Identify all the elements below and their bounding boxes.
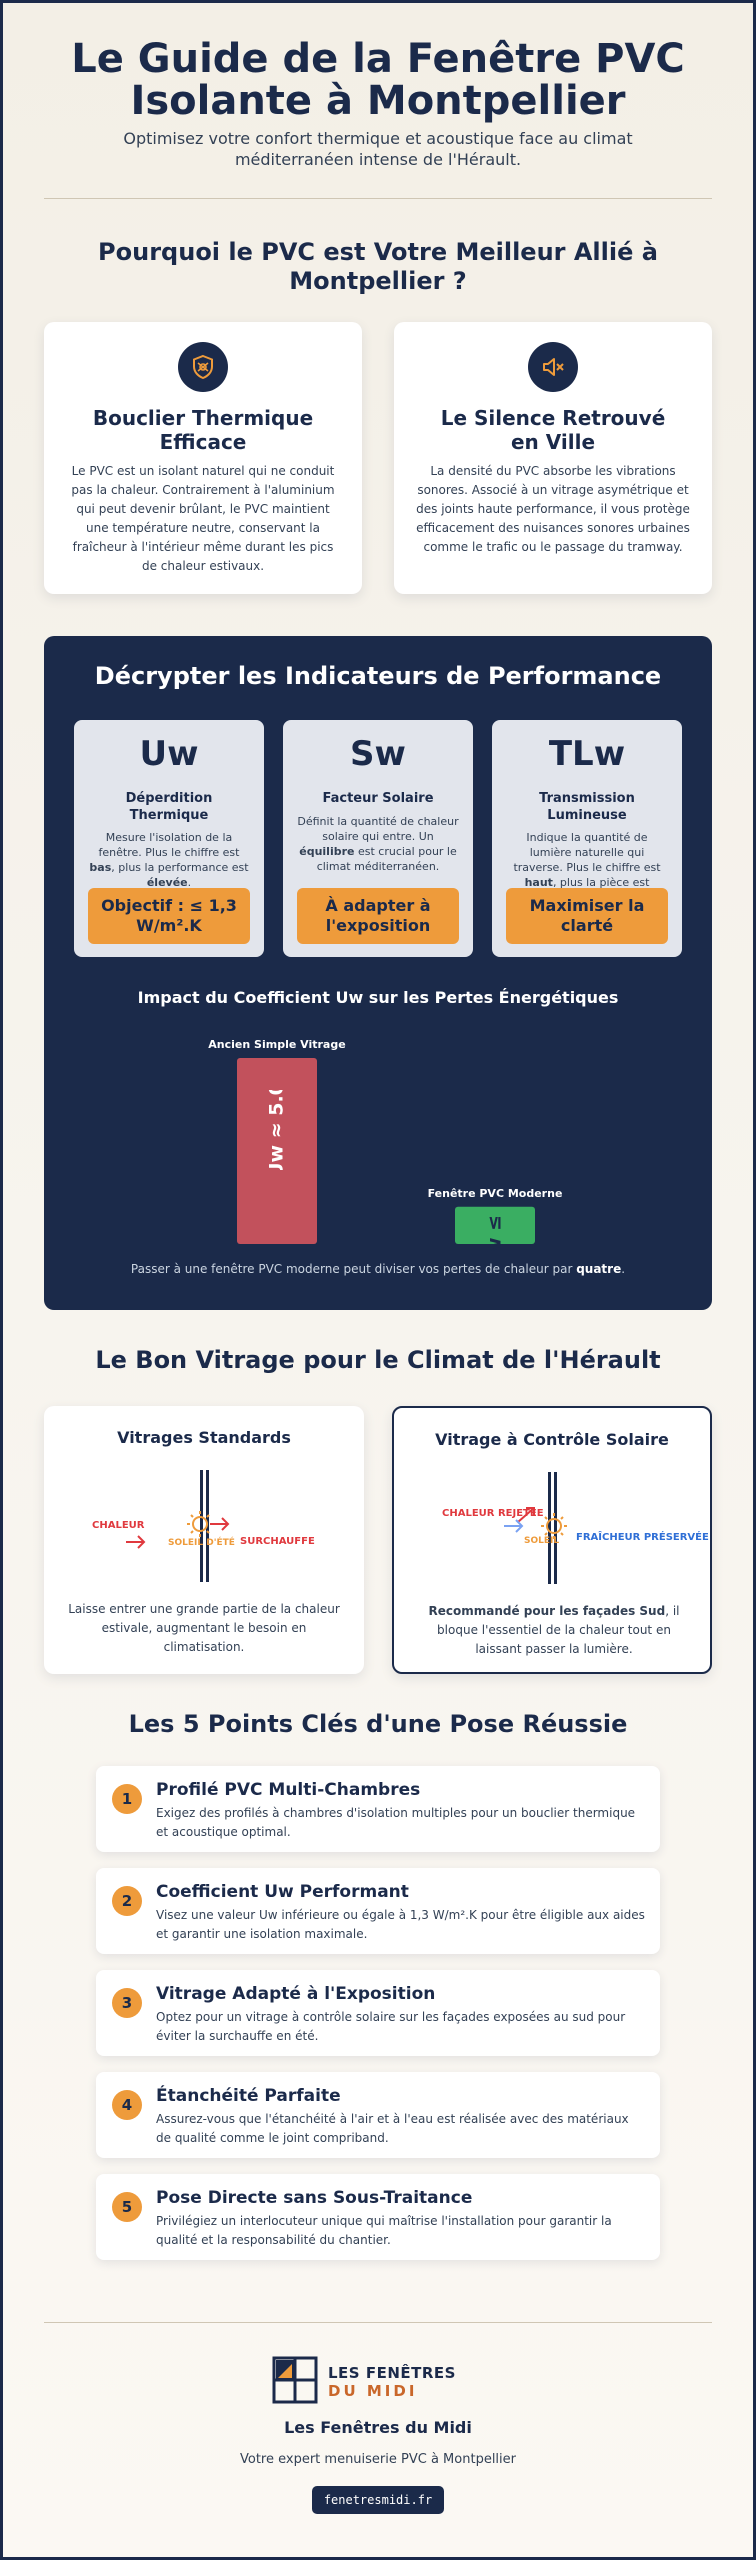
sw-name: Facteur Solaire	[322, 791, 434, 806]
acoustic-card: Le Silence Retrouvé en Ville La densité …	[394, 322, 712, 594]
heat-arrow-icon	[126, 1535, 146, 1549]
chart-category-label: Fenêtre PVC Moderne	[428, 1187, 563, 1200]
thermal-card: Bouclier Thermique Efficace Le PVC est u…	[44, 322, 362, 594]
uw-target-badge: Objectif : ≤ 1,3 W/m².K	[88, 888, 250, 944]
heat-label: CHALEUR	[92, 1520, 145, 1531]
performance-panel: Décrypter les Indicateurs de Performance…	[44, 636, 712, 1310]
sun-label: SOLEIL	[524, 1536, 560, 1546]
point-title: Étanchéité Parfaite	[156, 2086, 341, 2106]
company-name: Les Fenêtres du Midi	[284, 2418, 472, 2437]
sw-target-badge: À adapter à l'exposition	[297, 888, 459, 944]
standard-glazing-diagram	[126, 1470, 230, 1582]
point-card: 3 Vitrage Adapté à l'Exposition Optez po…	[96, 1970, 660, 2056]
point-card: 5 Pose Directe sans Sous-Traitance Privi…	[96, 2174, 660, 2260]
sun-icon	[187, 1511, 213, 1537]
tlw-target-badge: Maximiser la clarté	[506, 888, 668, 944]
point-text: Optez pour un vitrage à contrôle solaire…	[156, 2010, 626, 2043]
point-number: 3	[112, 1988, 142, 2018]
shield-sun-icon	[178, 342, 228, 392]
chart-category-label: Ancien Simple Vitrage	[208, 1038, 345, 1051]
point-number: 5	[112, 2192, 142, 2222]
uw-card: Uw Déperdition Thermique Mesure l'isolat…	[74, 720, 264, 957]
uw-symbol: Uw	[139, 734, 199, 774]
summer-sun-label: SOLEIL D'ÉTÉ	[168, 1538, 235, 1548]
speaker-mute-icon	[528, 342, 578, 392]
point-text: Privilégiez un interlocuteur unique qui …	[156, 2214, 612, 2247]
points-section-title: Les 5 Points Clés d'une Pose Réussie	[128, 1710, 628, 1738]
chart-data-label: Uw ≤ 1	[484, 1195, 506, 1252]
point-card: 4 Étanchéité Parfaite Assurez-vous que l…	[96, 2072, 660, 2158]
fresh-label: FRAÎCHEUR PRÉSERVÉE	[576, 1532, 709, 1543]
why-section-title: Pourquoi le PVC est Votre Meilleur Allié…	[98, 238, 658, 295]
uw-name: Déperdition Thermique	[125, 791, 213, 823]
sun-icon	[541, 1513, 567, 1539]
standard-glazing-title: Vitrages Standards	[117, 1428, 291, 1447]
sw-symbol: Sw	[350, 734, 406, 774]
solar-glazing-text: Recommandé pour les façades Sud, il bloq…	[428, 1604, 680, 1656]
logo-line2: DU MIDI	[328, 2382, 418, 2400]
divider	[44, 198, 712, 199]
point-number: 4	[112, 2090, 142, 2120]
solar-glazing-title: Vitrage à Contrôle Solaire	[435, 1430, 669, 1449]
uw-description: Mesure l'isolation de la fenêtre. Plus l…	[89, 831, 249, 889]
acoustic-card-title: Le Silence Retrouvé en Ville	[440, 406, 666, 454]
window-logo-icon	[272, 2356, 318, 2404]
chart-title: Impact du Coefficient Uw sur les Pertes …	[137, 988, 619, 1007]
point-title: Coefficient Uw Performant	[156, 1882, 409, 1902]
uw-bar-chart: Ancien Simple Vitrage Uw ≈ 5.0 Fenêtre PVC…	[208, 1038, 563, 1252]
chart-bar	[237, 1058, 317, 1244]
solar-glazing-diagram	[504, 1472, 567, 1584]
rejected-heat-arrow-icon	[517, 1507, 535, 1523]
point-text: Assurez-vous que l'étanchéité à l'air et…	[156, 2112, 629, 2145]
glazing-section-title: Le Bon Vitrage pour le Climat de l'Hérau…	[95, 1346, 661, 1374]
standard-glazing-text: Laisse entrer une grande partie de la ch…	[68, 1602, 340, 1654]
point-number: 1	[112, 1784, 142, 1814]
sw-description: Définit la quantité de chaleur solaire q…	[297, 815, 459, 873]
performance-title: Décrypter les Indicateurs de Performance	[94, 662, 662, 690]
page-title: Le Guide de la Fenêtre PVC Isolante à Mo…	[71, 36, 685, 124]
cool-arrow-icon	[504, 1519, 524, 1533]
thermal-card-text: Le PVC est un isolant naturel qui ne con…	[71, 464, 335, 573]
point-title: Pose Directe sans Sous-Traitance	[156, 2188, 473, 2208]
thermal-card-title: Bouclier Thermique Efficace	[92, 406, 314, 454]
standard-glazing-card: Vitrages Standards CHALEUR SOLEIL D'ÉTÉ …	[44, 1406, 364, 1674]
point-number: 2	[112, 1886, 142, 1916]
rejected-heat-label: CHALEUR REJETÉE	[442, 1508, 544, 1519]
overheat-label: SURCHAUFFE	[240, 1536, 315, 1547]
chart-data-label: Uw ≈ 5.0	[266, 1082, 288, 1178]
website-link[interactable]: fenetresmidi.fr	[312, 2486, 444, 2514]
acoustic-card-text: La densité du PVC absorbe les vibrations…	[416, 464, 690, 554]
overheat-arrow-icon	[210, 1517, 230, 1531]
point-card: 2 Coefficient Uw Performant Visez une va…	[96, 1868, 660, 1954]
logo-line1: LES FENÊTRES	[328, 2364, 456, 2382]
point-text: Exigez des profilés à chambres d'isolati…	[156, 1806, 636, 1839]
point-text: Visez une valeur Uw inférieure ou égale …	[156, 1908, 645, 1941]
tlw-card: TLw Transmission Lumineuse Indique la qu…	[492, 720, 682, 957]
tlw-symbol: TLw	[548, 734, 626, 774]
page-subtitle: Optimisez votre confort thermique et aco…	[123, 129, 633, 169]
chart-note: Passer à une fenêtre PVC moderne peut di…	[130, 1262, 626, 1276]
point-card: 1 Profilé PVC Multi-Chambres Exigez des …	[96, 1766, 660, 1852]
company-tagline: Votre expert menuiserie PVC à Montpellie…	[240, 2452, 516, 2467]
footer-divider	[44, 2322, 712, 2323]
solar-glazing-card: Vitrage à Contrôle Solaire CHALEUR REJET…	[392, 1406, 712, 1674]
chart-bar	[455, 1206, 535, 1244]
point-title: Profilé PVC Multi-Chambres	[156, 1780, 421, 1800]
tlw-name: Transmission Lumineuse	[539, 791, 635, 823]
point-title: Vitrage Adapté à l'Exposition	[156, 1984, 436, 2004]
sw-card: Sw Facteur Solaire Définit la quantité d…	[283, 720, 473, 957]
company-logo: LES FENÊTRES DU MIDI	[272, 2356, 484, 2404]
